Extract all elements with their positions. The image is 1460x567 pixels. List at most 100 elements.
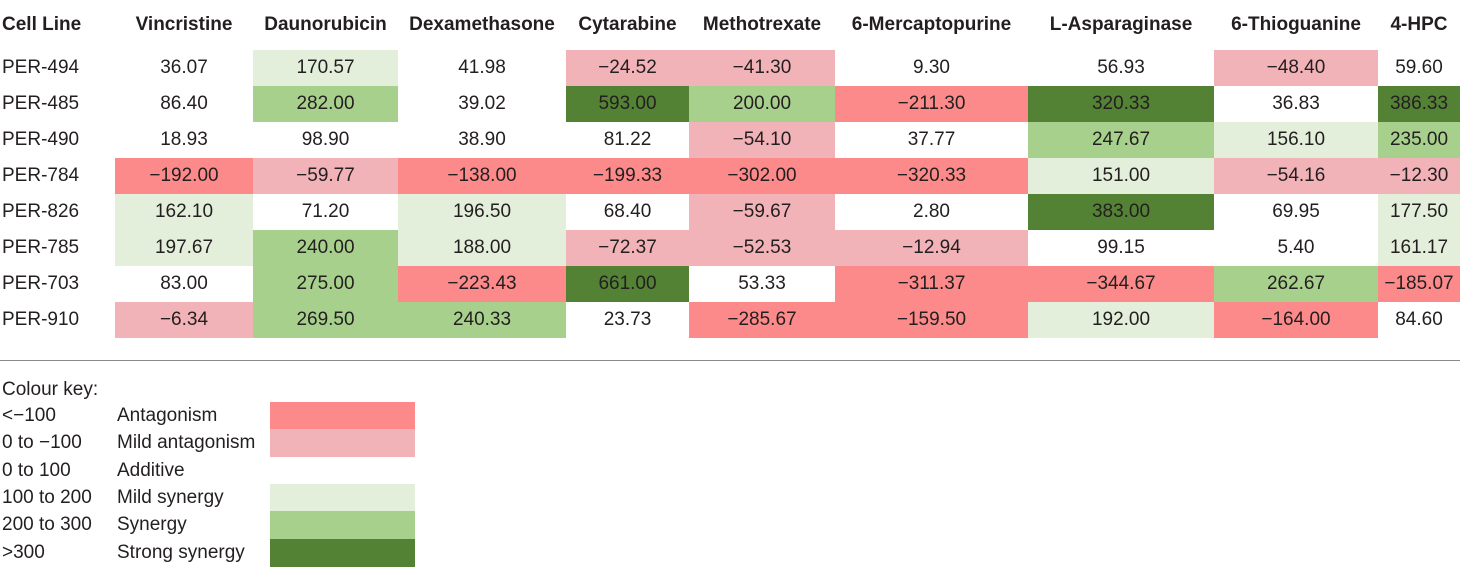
colour-key-label: Synergy xyxy=(117,514,187,536)
table-cell: 161.17 xyxy=(1378,230,1460,266)
table-cell: 240.00 xyxy=(253,230,398,266)
colour-key-label: Additive xyxy=(117,459,185,481)
colour-key-row: 0 to −100 Mild antagonism xyxy=(0,429,420,458)
table-cell: 9.30 xyxy=(913,57,950,78)
table-cell: −344.67 xyxy=(1028,266,1214,302)
table-cell: −12.94 xyxy=(835,230,1028,266)
table-cell: 37.77 xyxy=(907,129,956,150)
table-bottom-rule xyxy=(0,360,1460,361)
table-cell: 200.00 xyxy=(689,86,835,122)
column-header: Vincristine xyxy=(135,14,233,35)
cell-line-name: PER-910 xyxy=(2,309,80,330)
table-cell: −59.67 xyxy=(689,194,835,230)
table-cell: −6.34 xyxy=(115,302,253,338)
colour-key-swatch xyxy=(270,511,415,540)
table-cell: −164.00 xyxy=(1214,302,1378,338)
table-cell: −59.77 xyxy=(253,158,398,194)
colour-key-row: 200 to 300 Synergy xyxy=(0,511,420,540)
cell-line-name: PER-485 xyxy=(2,93,80,114)
colour-key-range: 200 to 300 xyxy=(2,514,92,536)
table-cell: 36.83 xyxy=(1272,93,1320,114)
table-cell: 71.20 xyxy=(301,201,350,222)
colour-key-row: >300 Strong synergy xyxy=(0,538,420,567)
colour-key-swatch xyxy=(270,538,415,567)
table-cell: −41.30 xyxy=(689,50,835,86)
table-cell: 320.33 xyxy=(1028,86,1214,122)
table-row: PER-703 83.00 275.00 −223.43 661.00 53.33 −311… xyxy=(0,266,1460,302)
table-cell: 59.60 xyxy=(1395,57,1443,78)
table-row: PER-826 162.10 71.20 196.50 68.40 −59.67 2.80 3… xyxy=(0,194,1460,230)
table-cell: 386.33 xyxy=(1378,86,1460,122)
table-cell: −48.40 xyxy=(1214,50,1378,86)
colour-key-range: 0 to 100 xyxy=(2,459,71,481)
table-cell: 262.67 xyxy=(1214,266,1378,302)
colour-key-swatch xyxy=(270,457,415,485)
table-cell: 156.10 xyxy=(1214,122,1378,158)
colour-key-swatch xyxy=(270,483,415,512)
table-cell: −54.10 xyxy=(689,122,835,158)
colour-key-row: 100 to 200 Mild synergy xyxy=(0,483,420,512)
table-cell: −52.53 xyxy=(689,230,835,266)
table-row: PER-910 −6.34 269.50 240.33 23.73 −285.67 −159… xyxy=(0,302,1460,338)
colour-key-label: Mild synergy xyxy=(117,486,224,508)
table-cell: 240.33 xyxy=(398,302,566,338)
table-cell: −72.37 xyxy=(566,230,689,266)
table-cell: −24.52 xyxy=(566,50,689,86)
colour-key-range: 0 to −100 xyxy=(2,432,82,454)
colour-key-range: 100 to 200 xyxy=(2,486,92,508)
table-cell: 99.15 xyxy=(1097,237,1145,258)
colour-key-swatch xyxy=(270,429,415,458)
table-cell: 69.95 xyxy=(1272,201,1320,222)
table-body: PER-494 36.07 170.57 41.98 −24.52 −41.30 9.30 5… xyxy=(0,50,1460,338)
cell-line-name: PER-785 xyxy=(2,237,80,258)
colour-key-row: <−100 Antagonism xyxy=(0,402,420,430)
table-cell: 247.67 xyxy=(1028,122,1214,158)
column-header: 4-HPC xyxy=(1390,14,1448,35)
table-row: PER-494 36.07 170.57 41.98 −24.52 −41.30 9.30 5… xyxy=(0,50,1460,86)
colour-key-label: Mild antagonism xyxy=(117,432,256,454)
cell-line-name: PER-490 xyxy=(2,129,80,150)
table-cell: −54.16 xyxy=(1214,158,1378,194)
table-cell: 23.73 xyxy=(603,309,652,330)
synergy-table: Cell Line Vincristine Daunorubicin Dexameth… xyxy=(0,14,1460,338)
cell-line-name: PER-494 xyxy=(2,57,80,78)
table-cell: −199.33 xyxy=(566,158,689,194)
table-cell: 38.90 xyxy=(458,129,506,150)
table-cell: 192.00 xyxy=(1028,302,1214,338)
table-cell: 275.00 xyxy=(253,266,398,302)
colour-key-label: Antagonism xyxy=(117,405,218,426)
column-header: 6-Thioguanine xyxy=(1231,14,1361,35)
table-row: PER-784 −192.00 −59.77 −138.00 −199.33 −302.0… xyxy=(0,158,1460,194)
table-cell: 282.00 xyxy=(253,86,398,122)
table-cell: 83.00 xyxy=(160,273,208,294)
table-cell: 269.50 xyxy=(253,302,398,338)
table-cell: 41.98 xyxy=(458,57,506,78)
column-header: Cytarabine xyxy=(578,14,677,35)
table-cell: 177.50 xyxy=(1378,194,1460,230)
table-cell: 56.93 xyxy=(1097,57,1145,78)
column-header: Methotrexate xyxy=(702,14,822,35)
column-header: Daunorubicin xyxy=(264,14,387,35)
table-cell: −159.50 xyxy=(835,302,1028,338)
table-cell: 661.00 xyxy=(566,266,689,302)
table-cell: 196.50 xyxy=(398,194,566,230)
table-row: PER-490 18.93 98.90 38.90 81.22 −54.10 37.77 24… xyxy=(0,122,1460,158)
table-cell: 2.80 xyxy=(913,201,950,222)
table-cell: 151.00 xyxy=(1028,158,1214,194)
colour-key-swatch xyxy=(270,402,415,430)
column-header: Cell Line xyxy=(2,14,82,35)
table-cell: −223.43 xyxy=(398,266,566,302)
table-cell: 81.22 xyxy=(603,129,652,150)
table-cell: 84.60 xyxy=(1395,309,1443,330)
table-cell: 36.07 xyxy=(160,57,208,78)
table-cell: 383.00 xyxy=(1028,194,1214,230)
colour-key-range: <−100 xyxy=(2,405,56,426)
cell-line-name: PER-784 xyxy=(2,165,80,186)
table-cell: 162.10 xyxy=(115,194,253,230)
table-cell: −311.37 xyxy=(835,266,1028,302)
table-cell: 68.40 xyxy=(603,201,652,222)
table-cell: −192.00 xyxy=(115,158,253,194)
colour-key-title: Colour key: xyxy=(2,379,99,400)
table-cell: −138.00 xyxy=(398,158,566,194)
cell-line-name: PER-703 xyxy=(2,273,80,294)
